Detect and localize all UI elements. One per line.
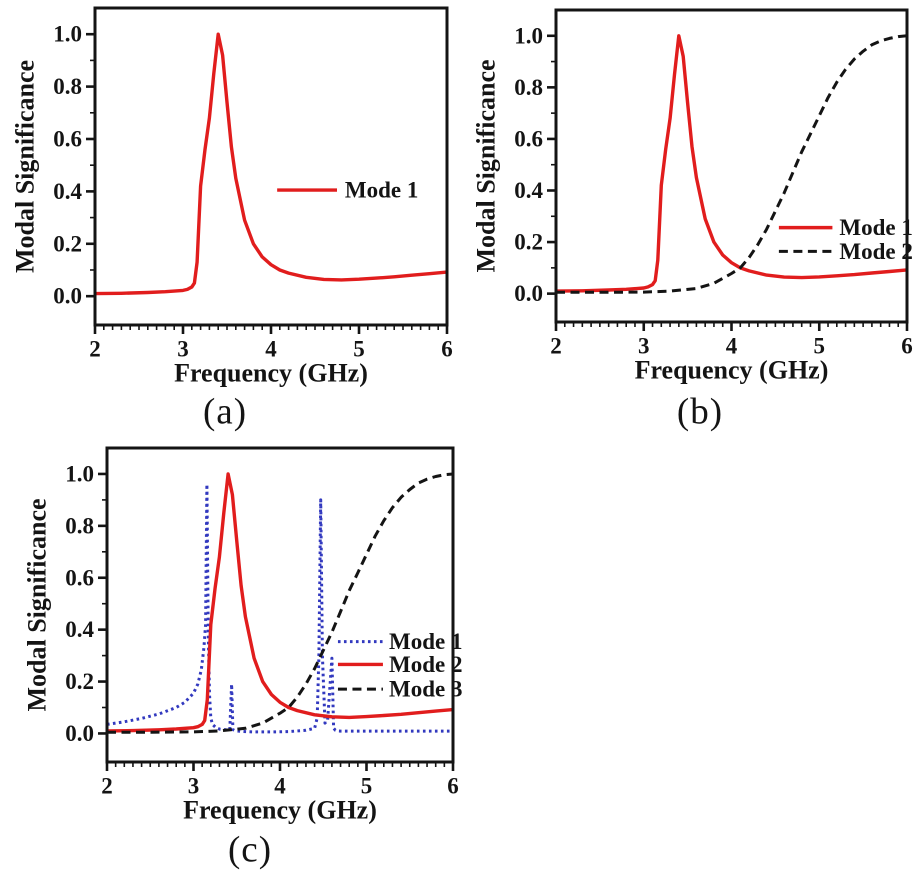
series-mode-3 [107,472,453,734]
caption-b: (b) [676,391,724,433]
y-tick-label: 0.2 [514,230,543,255]
x-tick-label: 4 [274,774,286,799]
series-mode-1 [95,32,447,296]
series-mode-2 [107,472,453,733]
x-tick-label: 2 [101,774,113,799]
chart-c-modal-significance: 2 3 4 5 6 0.0 0.2 0.4 0.6 0.8 1.0 Frequency (GHz) Mo… [0,430,490,876]
chart-b-svg: 2 3 4 5 6 0.0 0.2 0.4 0.6 0.8 1.0 Frequency (GHz) Mo… [472,8,913,385]
y-tick-label: 0.4 [65,617,94,642]
tick-labels: 2 3 4 5 6 0.0 0.2 0.4 0.6 0.8 1.0 [53,22,453,362]
plot-frame [93,6,449,327]
x-tick-label: 6 [901,334,913,359]
y-tick-label: 0.2 [65,669,94,694]
x-tick-label: 6 [441,337,453,362]
plot-frame [554,8,909,324]
y-tick-label: 0.6 [65,565,94,590]
x-axis-title: Frequency (GHz) [183,796,377,825]
series-group [95,32,447,296]
x-tick-label: 3 [188,774,200,799]
y-tick-label: 0.0 [53,284,82,309]
x-tick-label: 2 [550,334,562,359]
x-tick-label: 4 [265,337,277,362]
x-tick-label: 5 [814,334,826,359]
y-axis-title: Modal Significance [23,498,52,711]
axis-ticks [98,472,455,771]
y-tick-label: 0.8 [65,513,94,538]
plot-frame [105,446,455,764]
series-mode-2 [556,34,907,294]
y-tick-label: 0.6 [53,126,82,151]
x-tick-label: 2 [89,337,101,362]
x-tick-label: 4 [726,334,738,359]
y-tick-label: 1.0 [53,22,82,47]
series-group [107,472,453,734]
y-tick-label: 0.0 [514,281,543,306]
caption-c: (c) [227,829,273,871]
y-tick-label: 0.0 [65,721,94,746]
legend-label-mode-2: Mode 2 [389,652,462,677]
legend-label-mode-1: Mode 1 [389,629,462,654]
axis-ticks [547,34,909,331]
legend-label-mode-1: Mode 1 [839,215,912,240]
x-tick-label: 3 [177,337,189,362]
y-tick-label: 0.8 [53,74,82,99]
chart-b-modal-significance: 2 3 4 5 6 0.0 0.2 0.4 0.6 0.8 1.0 Frequency (GHz) Mo… [456,0,914,440]
legend-label-mode-3: Mode 3 [389,677,462,702]
legend-label-mode-2: Mode 2 [839,239,912,264]
x-tick-label: 5 [353,337,365,362]
chart-c-svg: 2 3 4 5 6 0.0 0.2 0.4 0.6 0.8 1.0 Frequency (GHz) Mo… [23,446,462,825]
legend: Mode 1 [277,178,418,203]
tick-labels: 2 3 4 5 6 0.0 0.2 0.4 0.6 0.8 1.0 [514,23,913,358]
x-axis-title: Frequency (GHz) [174,359,368,388]
y-tick-label: 1.0 [65,461,94,486]
chart-a-modal-significance: 2 3 4 5 6 0.0 0.2 0.4 0.6 0.8 1.0 Frequency (GHz) Mo… [0,0,470,440]
y-tick-label: 0.2 [53,231,82,256]
x-tick-label: 5 [361,774,373,799]
tick-labels: 2 3 4 5 6 0.0 0.2 0.4 0.6 0.8 1.0 [65,461,459,798]
y-tick-label: 0.6 [514,126,543,151]
series-group [556,34,907,294]
series-mode-1 [107,482,453,734]
series-mode-1 [556,34,907,293]
y-tick-label: 1.0 [514,23,543,48]
y-tick-label: 0.8 [514,75,543,100]
y-tick-label: 0.4 [53,179,82,204]
y-axis-title: Modal Significance [472,59,501,272]
x-axis-title: Frequency (GHz) [635,356,829,385]
y-axis-title: Modal Significance [11,60,40,273]
caption-a: (a) [202,391,248,433]
y-tick-label: 0.4 [514,178,543,203]
x-tick-label: 6 [447,774,459,799]
x-tick-label: 3 [638,334,650,359]
legend-label-mode-1: Mode 1 [345,178,418,203]
chart-a-svg: 2 3 4 5 6 0.0 0.2 0.4 0.6 0.8 1.0 Frequency (GHz) Mo… [11,6,453,388]
